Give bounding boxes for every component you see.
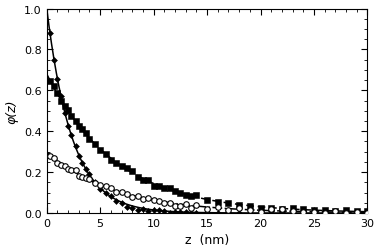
- X-axis label: z  (nm): z (nm): [185, 234, 229, 246]
- Y-axis label: φ(z): φ(z): [6, 99, 19, 123]
